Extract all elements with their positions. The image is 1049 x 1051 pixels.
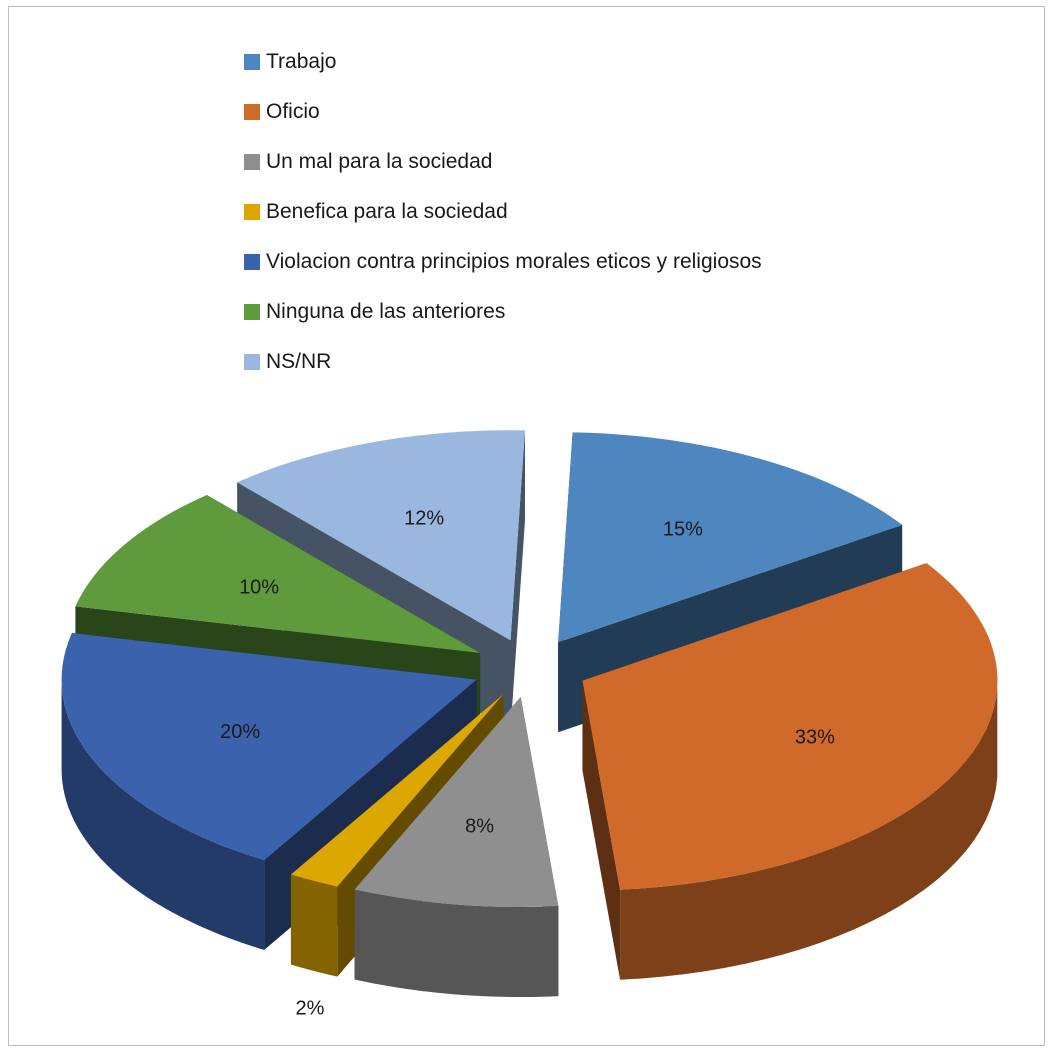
pie-slice-top: [75, 494, 481, 653]
legend-swatch: [244, 304, 260, 320]
data-label: 8%: [465, 816, 494, 838]
legend-label: Un mal para la sociedad: [266, 150, 493, 173]
legend-swatch: [244, 204, 260, 220]
chart-legend: Trabajo Oficio Un mal para la sociedad B…: [244, 37, 762, 387]
data-label: 2%: [295, 998, 324, 1020]
legend-swatch: [244, 104, 260, 120]
pie-slice-top: [290, 694, 504, 887]
pie-slice-2: [354, 697, 559, 998]
legend-label: Trabajo: [266, 50, 337, 73]
legend-item-trabajo: Trabajo: [244, 37, 762, 87]
data-label: 15%: [663, 518, 703, 540]
legend-label: Violacion contra principios morales etic…: [266, 250, 762, 273]
legend-item-nsnr: NS/NR: [244, 337, 762, 387]
pie-slice-wall: [510, 430, 525, 731]
legend-item-violacion: Violacion contra principios morales etic…: [244, 237, 762, 287]
legend-swatch: [244, 154, 260, 170]
pie-slice-top: [237, 430, 525, 641]
pie-slice-top: [558, 432, 903, 643]
legend-item-ninguna: Ninguna de las anteriores: [244, 287, 762, 337]
legend-label: Benefica para la sociedad: [266, 200, 508, 223]
pie-slice-1: [582, 563, 998, 980]
pie-slice-rim: [61, 678, 265, 950]
pie-slice-wall: [582, 680, 621, 980]
pie-slice-rim: [354, 889, 559, 998]
legend-swatch: [244, 354, 260, 370]
pie-slice-rim: [620, 686, 998, 980]
data-label: 12%: [404, 508, 444, 530]
legend-label: NS/NR: [266, 350, 332, 373]
data-label: 10%: [239, 576, 279, 598]
legend-label: Oficio: [266, 100, 320, 123]
pie-slice-top: [354, 697, 559, 908]
pie-slice-top: [61, 633, 477, 860]
legend-item-mal: Un mal para la sociedad: [244, 137, 762, 187]
legend-item-benefica: Benefica para la sociedad: [244, 187, 762, 237]
pie-slice-top: [582, 563, 998, 890]
legend-swatch: [244, 54, 260, 70]
data-label: 33%: [795, 726, 835, 748]
pie-slice-rim: [290, 874, 338, 977]
legend-item-oficio: Oficio: [244, 87, 762, 137]
data-label: 20%: [220, 721, 260, 743]
legend-label: Ninguna de las anteriores: [266, 300, 506, 323]
legend-swatch: [244, 254, 260, 270]
pie-slice-wall: [290, 694, 504, 965]
